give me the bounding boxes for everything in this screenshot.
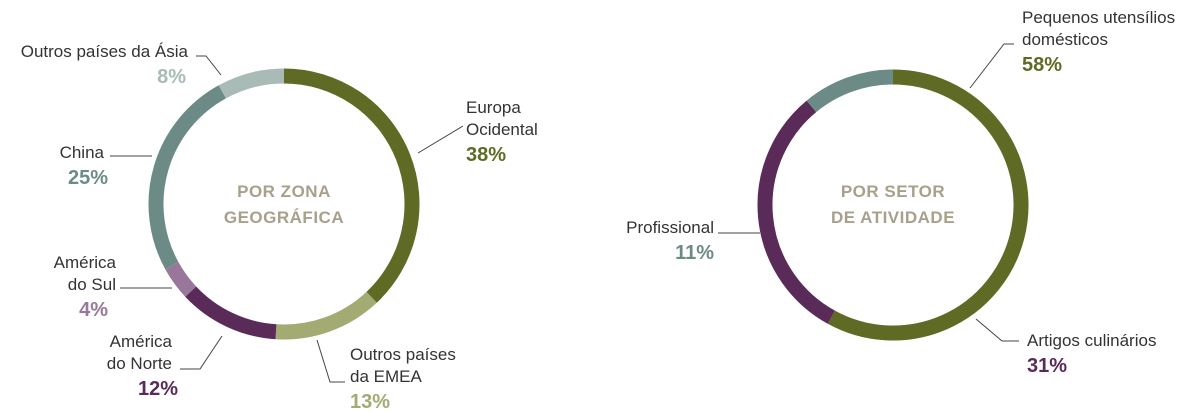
donut-slice-china (148, 85, 227, 270)
slice-label-america-do-norte: América (110, 332, 173, 351)
leader-line-america-do-norte (180, 335, 223, 370)
slice-label-pequenos-utensilios-domesticos: domésticos (1022, 30, 1108, 49)
chart-title-line-2: DE ATIVIDADE (831, 208, 955, 227)
slice-value-artigos-culinarios: 31% (1027, 355, 1067, 377)
donut-slice-profissional (806, 69, 894, 113)
slice-value-outros-paises-da-emea: 13% (350, 391, 390, 412)
slice-value-america-do-norte: 12% (138, 378, 178, 400)
donut-slice-outros-paises-da-asia (218, 68, 285, 99)
slice-label-america-do-norte: do Norte (107, 354, 172, 373)
slice-value-profissional: 11% (675, 242, 714, 264)
donut-slice-pequenos-utensilios-domesticos (827, 69, 1029, 341)
leader-line-europa-ocidental (417, 125, 464, 154)
slice-label-america-do-sul: do Sul (68, 275, 116, 294)
slice-label-outros-paises-da-asia: Outros países da Ásia (21, 42, 189, 61)
slice-label-pequenos-utensilios-domesticos: Pequenos utensílios (1022, 8, 1175, 27)
slice-value-europa-ocidental: 38% (466, 144, 506, 166)
slice-label-europa-ocidental: Europa (466, 98, 521, 117)
donut-slice-america-do-norte (185, 286, 277, 340)
slice-value-america-do-sul: 4% (79, 299, 108, 321)
donut-chart-geographic-zone: POR ZONA GEOGRÁFICA Europa Ocidental 38% Ou… (21, 42, 538, 412)
slice-label-outros-paises-da-emea: da EMEA (350, 367, 422, 386)
slice-value-outros-paises-da-asia: 8% (157, 66, 186, 88)
slice-label-europa-ocidental: Ocidental (466, 120, 538, 139)
leader-line-outros-paises-da-asia (196, 55, 222, 76)
slice-value-china: 25% (68, 167, 108, 189)
leader-line-artigos-culinarios (975, 318, 1019, 342)
donut-slice-america-do-sul (165, 261, 197, 297)
donut-chart-activity-sector: POR SETOR DE ATIVIDADE Pequenos utensíli… (626, 8, 1175, 377)
chart-title-line-1: POR SETOR (841, 182, 945, 201)
chart-title-line-1: POR ZONA (237, 182, 331, 201)
slice-value-pequenos-utensilios-domesticos: 58% (1022, 54, 1062, 76)
slice-label-china: China (60, 143, 105, 162)
donut-slice-artigos-culinarios (757, 100, 835, 324)
slice-label-america-do-sul: América (54, 253, 117, 272)
leader-line-pequenos-utensilios-domesticos (969, 43, 1014, 89)
chart-title-line-2: GEOGRÁFICA (224, 208, 344, 227)
leader-line-outros-paises-da-emea (316, 339, 345, 383)
slice-label-profissional: Profissional (626, 218, 714, 237)
slice-label-artigos-culinarios: Artigos culinários (1027, 331, 1156, 350)
slice-label-outros-paises-da-emea: Outros países (350, 345, 456, 364)
donut-slice-outros-paises-da-emea (275, 291, 377, 340)
donut-slice-europa-ocidental (283, 68, 420, 303)
